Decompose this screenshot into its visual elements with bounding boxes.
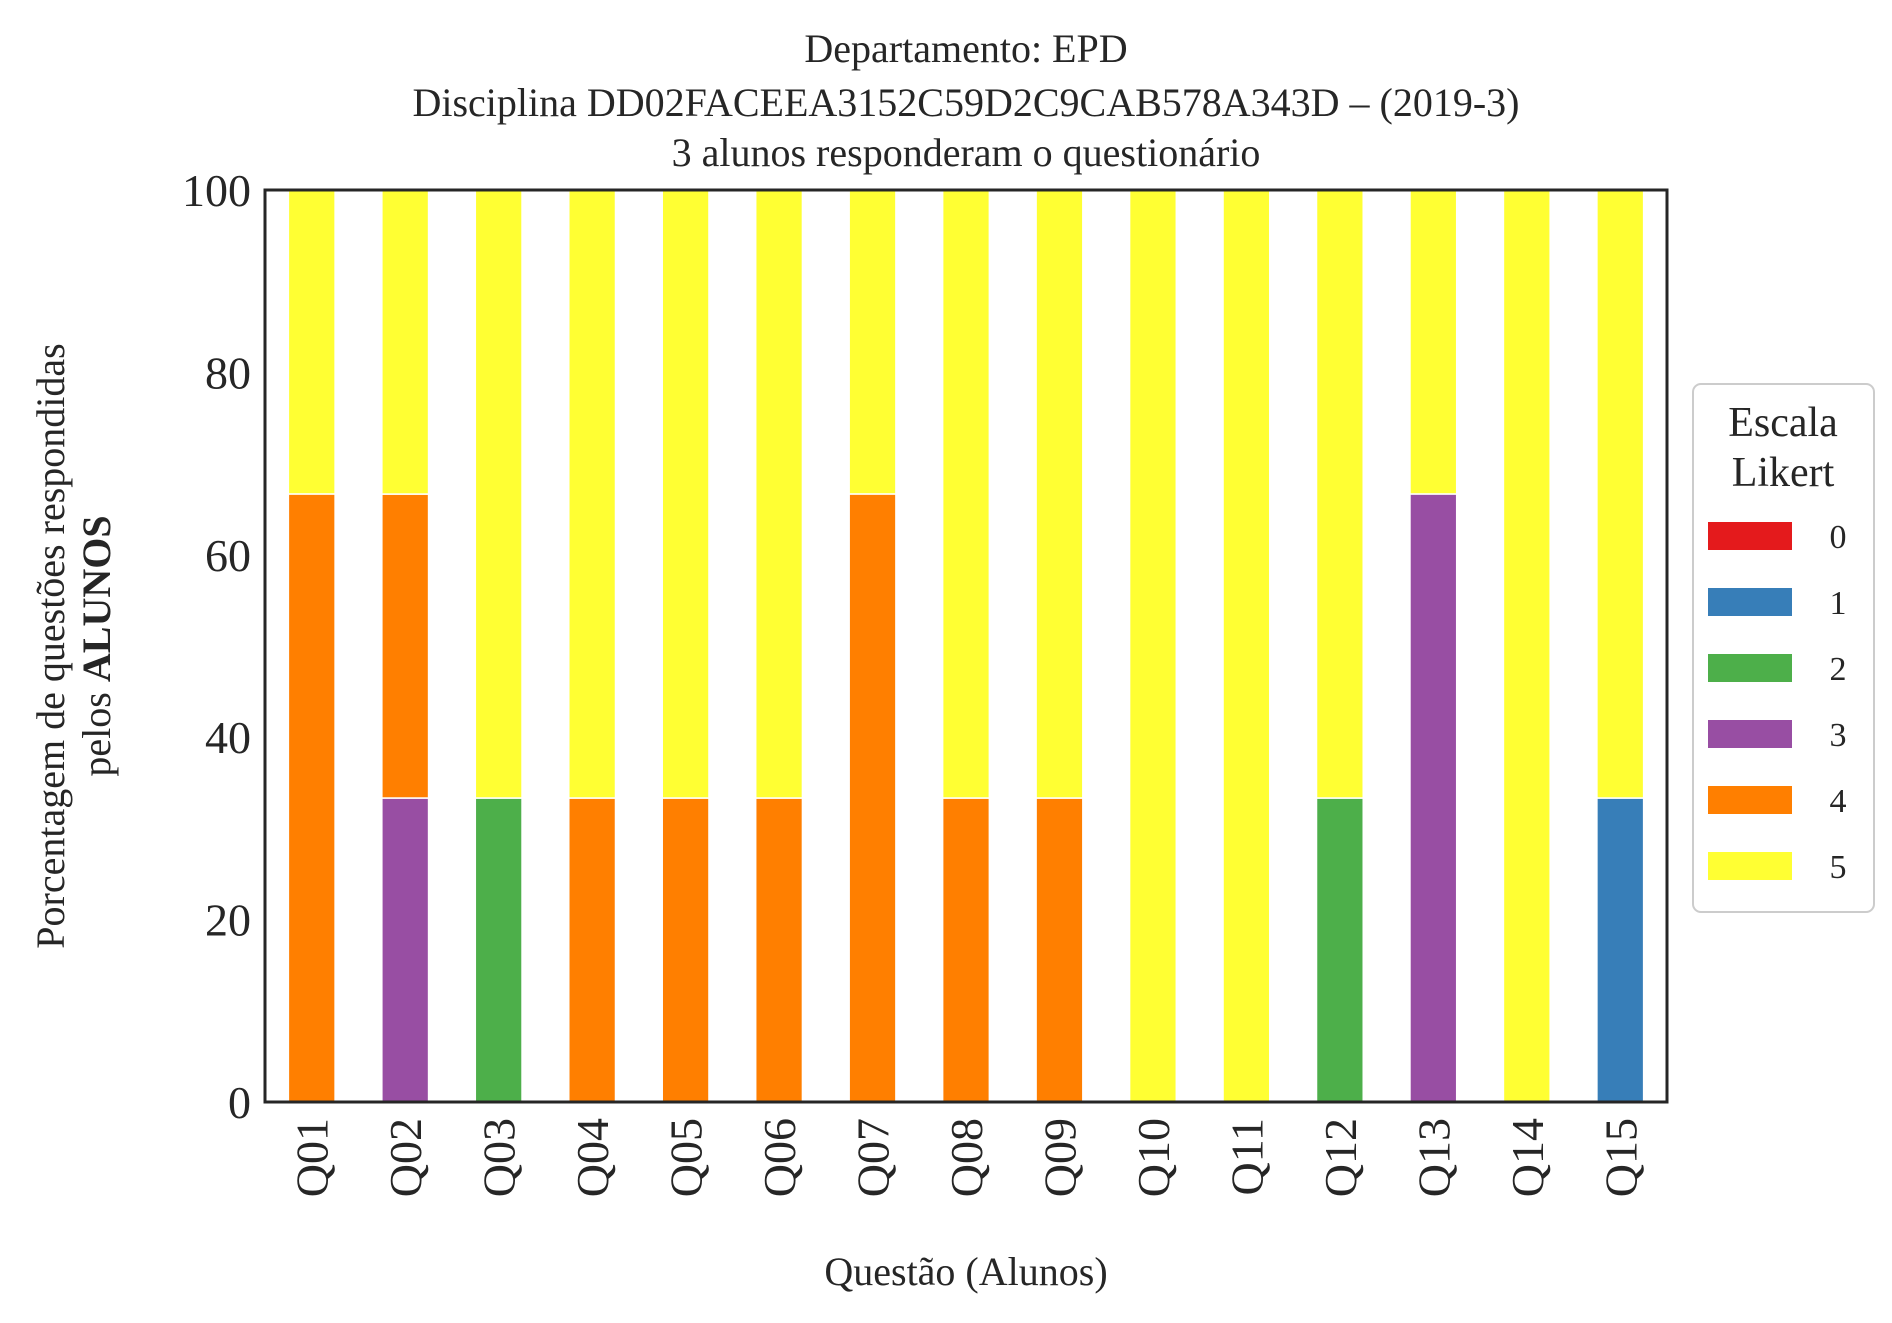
x-tick-label-q13: Q13 bbox=[1408, 1118, 1459, 1197]
x-tick-label-q14: Q14 bbox=[1502, 1118, 1553, 1197]
bar-q15-likert-1 bbox=[1596, 797, 1645, 1103]
x-tick-label-q06: Q06 bbox=[754, 1118, 805, 1197]
bar-q08-likert-4 bbox=[941, 797, 991, 1103]
y-axis-label-bold: ALUNOS bbox=[74, 515, 119, 682]
x-tick-label-q09: Q09 bbox=[1034, 1118, 1085, 1197]
legend-swatch-2 bbox=[1708, 654, 1792, 682]
bar-q06-likert-5 bbox=[754, 189, 804, 799]
x-tick-label-q01: Q01 bbox=[287, 1118, 338, 1197]
y-tick-label-20: 20 bbox=[205, 895, 251, 946]
legend-title-line-1: Escala bbox=[1728, 400, 1838, 446]
bar-q01-likert-5 bbox=[287, 189, 336, 495]
y-tick-label-100: 100 bbox=[182, 165, 251, 216]
y-axis-label-line-2: pelos ALUNOS bbox=[74, 515, 119, 776]
bar-q12-likert-2 bbox=[1315, 797, 1364, 1103]
x-tick-label-q04: Q04 bbox=[567, 1118, 618, 1197]
chart-title: Departamento: EPD Disciplina DD02FACEEA3… bbox=[412, 26, 1519, 175]
bar-q04-likert-5 bbox=[568, 189, 617, 799]
legend-frame bbox=[1692, 383, 1875, 913]
legend-swatch-3 bbox=[1708, 720, 1792, 748]
y-tick-label-40: 40 bbox=[205, 712, 251, 763]
legend-label-2: 2 bbox=[1830, 651, 1847, 688]
y-ticks-group: 0 20 40 60 80 100 bbox=[182, 165, 251, 1128]
x-ticks-group: Q01 Q02 Q03 Q04 Q05 Q06 Q07 Q08 Q09 Q10 Q11 Q12 Q13 Q… bbox=[287, 1118, 1647, 1197]
bar-q06-likert-4 bbox=[754, 797, 804, 1103]
bar-q08-likert-5 bbox=[941, 189, 991, 799]
bar-q12-likert-5 bbox=[1315, 189, 1364, 799]
bar-q02-likert-5 bbox=[381, 189, 430, 495]
bar-q02-likert-3 bbox=[381, 797, 430, 1103]
bar-q05-likert-5 bbox=[661, 189, 710, 799]
x-tick-label-q02: Q02 bbox=[380, 1118, 431, 1197]
legend-swatch-4 bbox=[1708, 786, 1792, 814]
legend: Escala Likert 0 1 2 3 4 5 bbox=[1692, 383, 1875, 913]
bar-q04-likert-4 bbox=[568, 797, 617, 1103]
y-axis-label-prefix: pelos bbox=[74, 682, 119, 776]
title-line-2: Disciplina DD02FACEEA3152C59D2C9CAB578A3… bbox=[412, 80, 1519, 125]
x-tick-label-q12: Q12 bbox=[1315, 1118, 1366, 1197]
x-tick-label-q15: Q15 bbox=[1595, 1118, 1646, 1197]
x-tick-label-q10: Q10 bbox=[1128, 1118, 1179, 1197]
bar-q03-likert-5 bbox=[474, 189, 523, 799]
y-axis-label: Porcentagem de questões respondidas pelo… bbox=[28, 343, 119, 948]
legend-title-line-2: Likert bbox=[1732, 450, 1835, 496]
legend-swatch-5 bbox=[1708, 852, 1792, 880]
bar-q07-likert-5 bbox=[848, 189, 897, 495]
bars-group bbox=[287, 189, 1645, 1103]
bar-q02-likert-4 bbox=[381, 493, 430, 799]
legend-label-1: 1 bbox=[1830, 585, 1847, 622]
bar-q10-likert-5 bbox=[1128, 189, 1178, 1103]
title-line-1: Departamento: EPD bbox=[804, 26, 1127, 71]
legend-label-3: 3 bbox=[1830, 717, 1847, 754]
bar-q09-likert-5 bbox=[1035, 189, 1084, 799]
x-tick-label-q11: Q11 bbox=[1221, 1118, 1272, 1196]
bar-q03-likert-2 bbox=[474, 797, 523, 1103]
legend-label-5: 5 bbox=[1830, 849, 1847, 886]
plot-frame bbox=[263, 188, 1669, 1104]
legend-label-0: 0 bbox=[1830, 519, 1847, 556]
x-tick-label-q07: Q07 bbox=[848, 1118, 899, 1197]
x-axis-label: Questão (Alunos) bbox=[824, 1249, 1107, 1294]
x-tick-label-q08: Q08 bbox=[941, 1118, 992, 1197]
title-line-3: 3 alunos responderam o questionário bbox=[672, 130, 1261, 175]
x-tick-label-q05: Q05 bbox=[661, 1118, 712, 1197]
bar-q11-likert-5 bbox=[1222, 189, 1271, 1103]
bar-q07-likert-4 bbox=[848, 493, 897, 1103]
bar-q01-likert-4 bbox=[287, 493, 336, 1103]
x-tick-label-q03: Q03 bbox=[474, 1118, 525, 1197]
bar-q14-likert-5 bbox=[1502, 189, 1551, 1103]
legend-entries: 0 1 2 3 4 5 bbox=[1708, 519, 1847, 886]
bar-q13-likert-5 bbox=[1409, 189, 1458, 495]
y-axis-label-line-1: Porcentagem de questões respondidas bbox=[28, 343, 73, 948]
y-tick-label-80: 80 bbox=[205, 347, 251, 398]
bar-q05-likert-4 bbox=[661, 797, 710, 1103]
legend-label-4: 4 bbox=[1830, 783, 1847, 820]
bar-q09-likert-4 bbox=[1035, 797, 1084, 1103]
y-tick-label-60: 60 bbox=[205, 530, 251, 581]
legend-swatch-0 bbox=[1708, 522, 1792, 550]
y-tick-label-0: 0 bbox=[228, 1077, 251, 1128]
legend-swatch-1 bbox=[1708, 588, 1792, 616]
bar-q15-likert-5 bbox=[1596, 189, 1645, 799]
bar-q13-likert-3 bbox=[1409, 493, 1458, 1103]
